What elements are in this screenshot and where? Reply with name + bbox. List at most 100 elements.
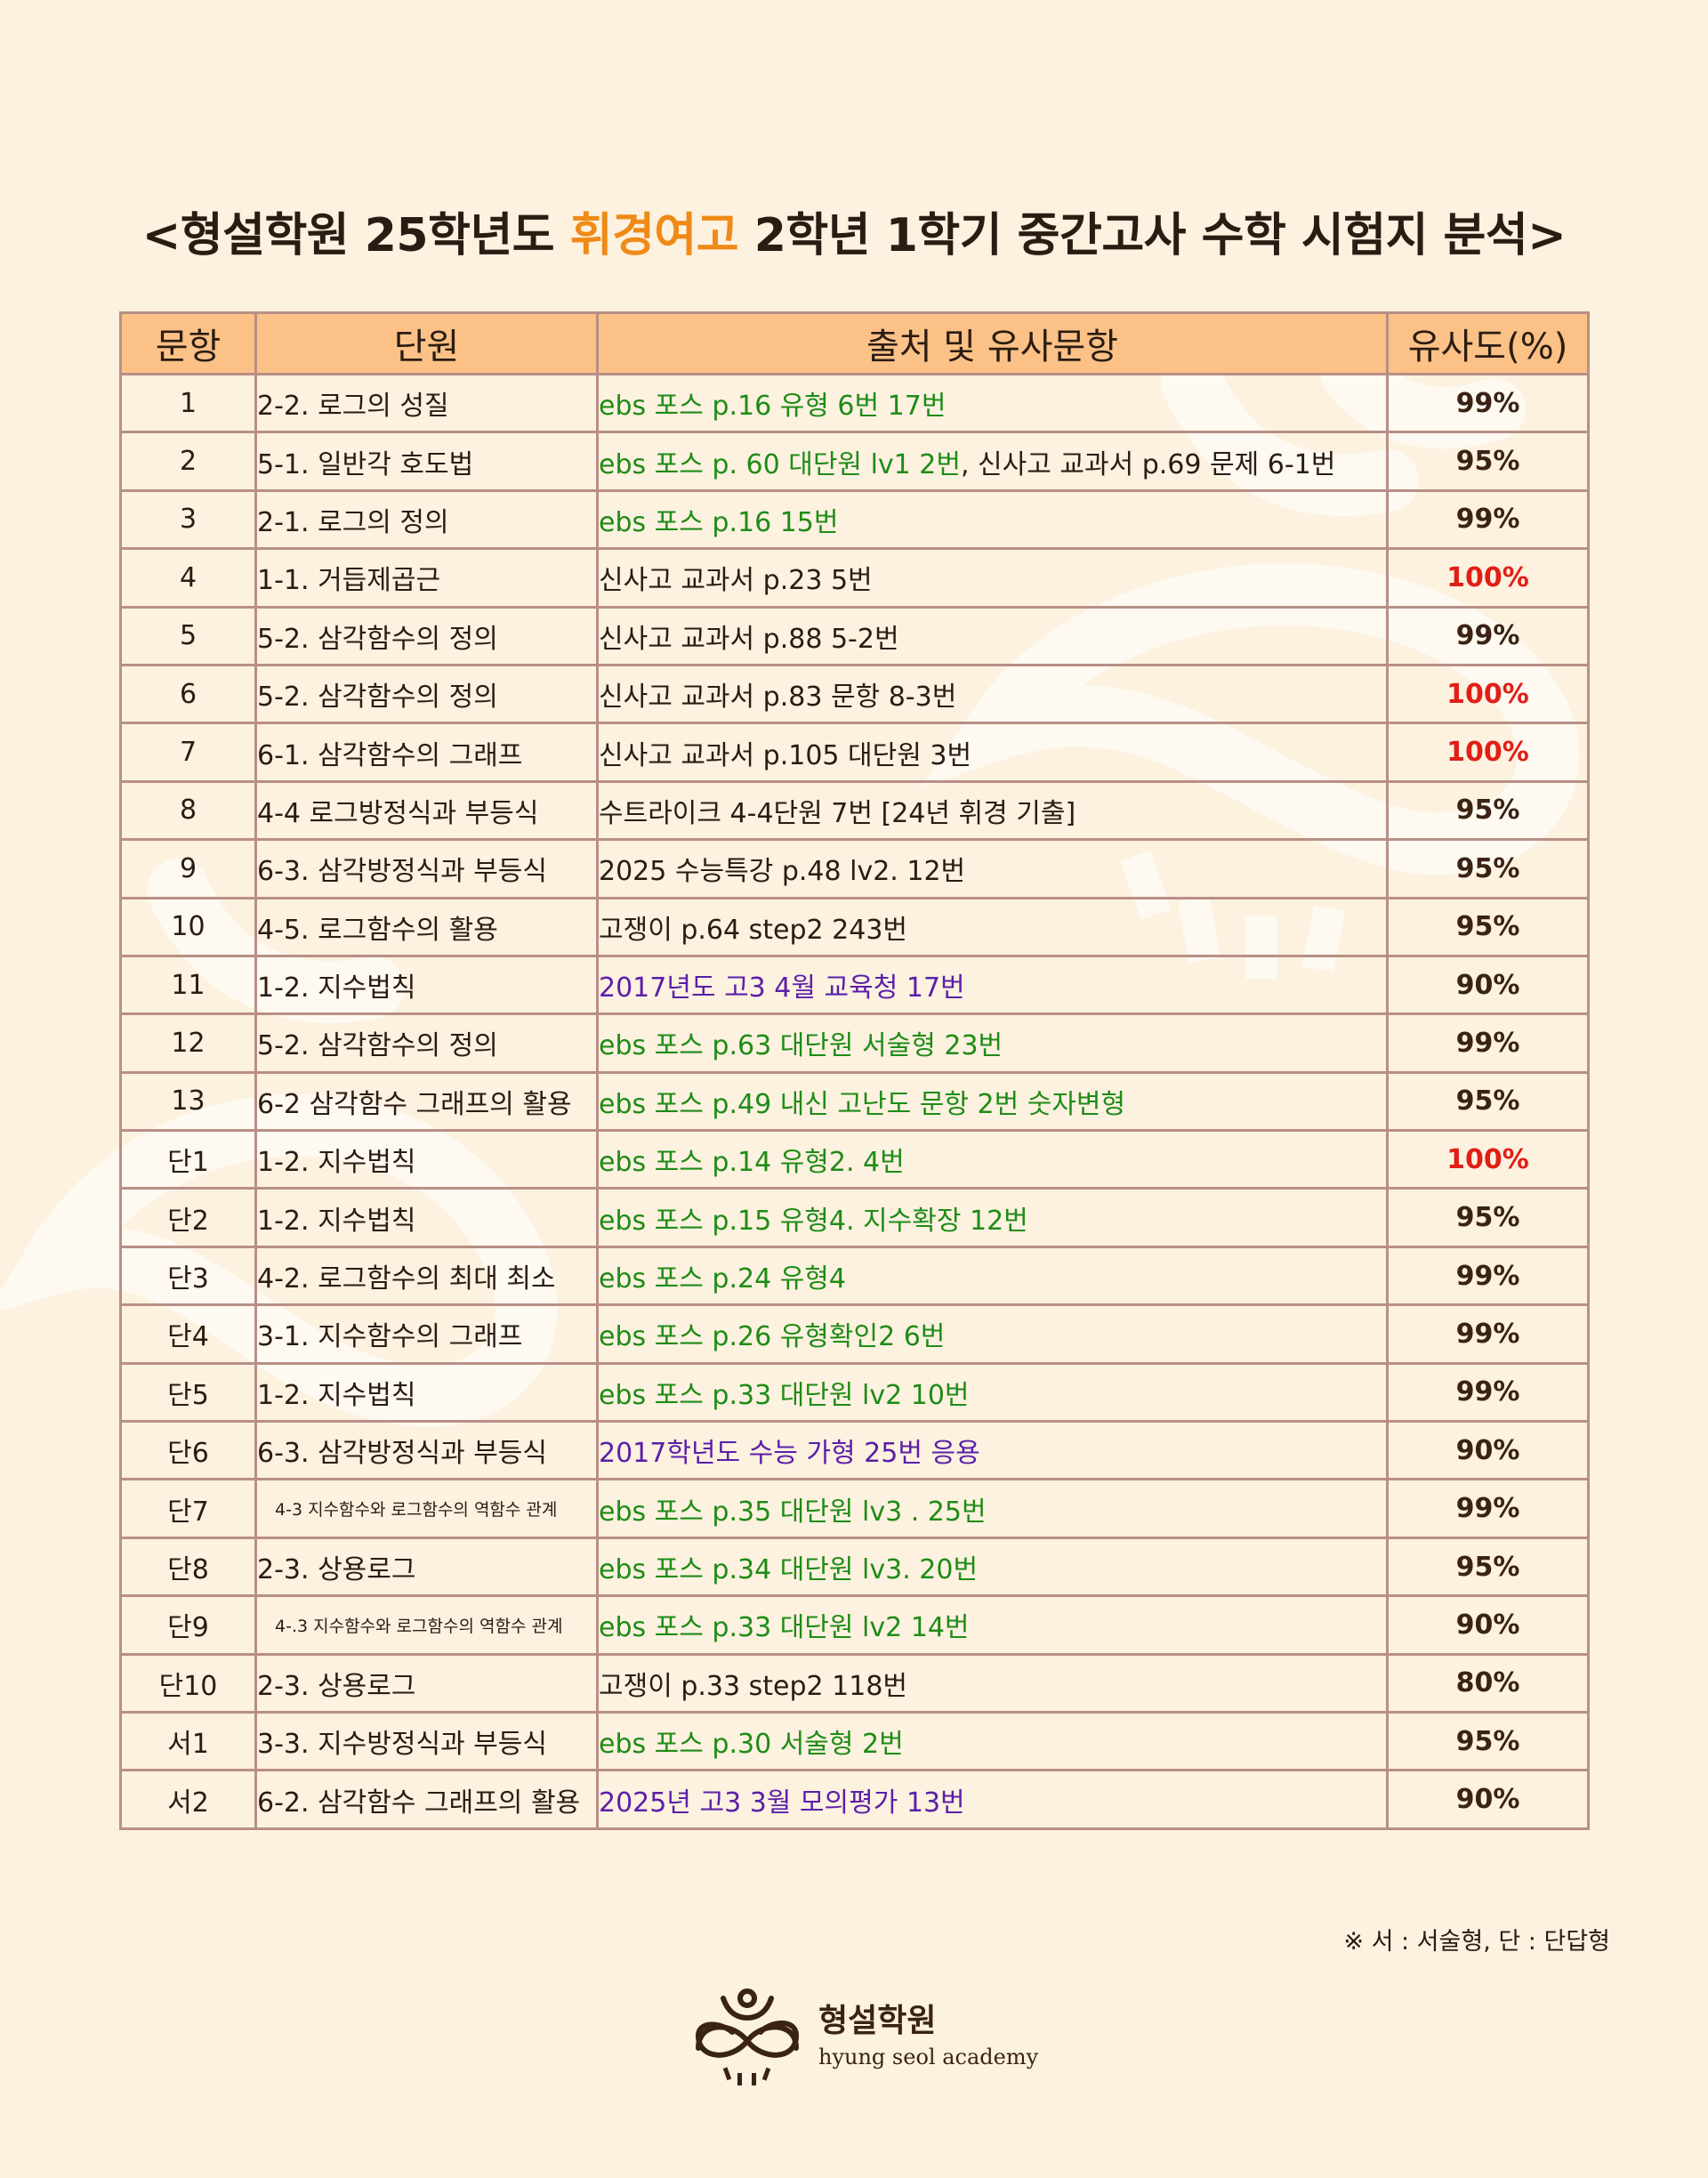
similarity-cell: 90% (1386, 954, 1590, 1016)
source-cell: 2025년 고3 3월 모의평가 13번 (596, 1769, 1389, 1830)
question-number: 단4 (119, 1303, 257, 1365)
header-source: 출처 및 유사문항 (596, 311, 1389, 375)
similarity-cell: 95% (1386, 1187, 1590, 1248)
analysis-table: 문항 단원 출처 및 유사문항 유사도(%) 1 2-2. 로그의 성질 ebs 포… (119, 311, 1590, 1830)
table-row: 11 1-2. 지수법칙 2017년도 고3 4월 교육청 17번 90% (119, 954, 1590, 1016)
unit-cell: 1-2. 지수법칙 (254, 1129, 599, 1190)
academy-logo: 형설학원 hyung seol academy (689, 1986, 1045, 2093)
source-text: 신사고 교과서 p.88 5-2번 (599, 623, 899, 655)
source-text: 2017학년도 수능 가형 25번 응용 (599, 1438, 980, 1470)
source-text: 신사고 교과서 p.23 5번 (599, 565, 873, 597)
unit-cell: 4-2. 로그함수의 최대 최소 (254, 1245, 599, 1307)
similarity-cell: 95% (1386, 779, 1590, 842)
source-text: 2017년도 고3 4월 교육청 17번 (599, 972, 965, 1004)
source-cell: ebs 포스 p.49 내신 고난도 문항 2번 숫자변형 (596, 1070, 1389, 1133)
question-number: 단1 (119, 1129, 257, 1190)
header-similarity: 유사도(%) (1386, 311, 1590, 375)
similarity-cell: 95% (1386, 1070, 1590, 1133)
question-number: 3 (119, 488, 257, 551)
similarity-cell: 100% (1386, 663, 1590, 725)
similarity-cell: 99% (1386, 1012, 1590, 1074)
question-number: 7 (119, 722, 257, 783)
header-question: 문항 (119, 311, 257, 375)
unit-cell: 4-4 로그방정식과 부등식 (254, 779, 599, 842)
academy-subtitle: hyung seol academy (818, 2045, 1039, 2069)
source-cell: 신사고 교과서 p.88 5-2번 (596, 605, 1389, 666)
question-number: 단10 (119, 1652, 257, 1714)
table-row: 6 5-2. 삼각함수의 정의 신사고 교과서 p.83 문항 8-3번 100% (119, 663, 1590, 725)
question-number: 단9 (119, 1594, 257, 1656)
unit-cell: 1-2. 지수법칙 (254, 1361, 599, 1424)
source-cell: ebs 포스 p.33 대단원 lv2 10번 (596, 1361, 1389, 1424)
table-row: 단10 2-3. 상용로그 고쟁이 p.33 step2 118번 80% (119, 1652, 1590, 1714)
source-text: ebs 포스 p.14 유형2. 4번 (599, 1147, 905, 1179)
title-school-highlight: 휘경여고 (569, 209, 739, 262)
source-cell: ebs 포스 p.14 유형2. 4번 (596, 1129, 1389, 1190)
question-number: 6 (119, 663, 257, 725)
source-cell: 2017학년도 수능 가형 25번 응용 (596, 1420, 1389, 1481)
source-text: ebs 포스 p.16 유형 6번 17번 (599, 391, 947, 423)
unit-cell: 5-2. 삼각함수의 정의 (254, 1012, 599, 1074)
question-number: 단3 (119, 1245, 257, 1307)
table-row: 3 2-1. 로그의 정의 ebs 포스 p.16 15번 99% (119, 488, 1590, 551)
source-text: ebs 포스 p.24 유형4 (599, 1263, 846, 1295)
similarity-cell: 90% (1386, 1769, 1590, 1830)
unit-cell: 2-1. 로그의 정의 (254, 488, 599, 551)
table-body: 1 2-2. 로그의 성질 ebs 포스 p.16 유형 6번 17번 99% 2 5-1… (119, 372, 1590, 1830)
question-number: 단5 (119, 1361, 257, 1424)
table-row: 7 6-1. 삼각함수의 그래프 신사고 교과서 p.105 대단원 3번 100% (119, 722, 1590, 783)
source-text: ebs 포스 p.33 대단원 lv2 10번 (599, 1379, 970, 1411)
source-cell: ebs 포스 p.35 대단원 lv3 . 25번 (596, 1478, 1389, 1539)
footnote: ※ 서 : 서술형, 단 : 단답형 (1343, 1928, 1610, 1956)
question-number: 4 (119, 547, 257, 609)
question-number: 5 (119, 605, 257, 666)
similarity-cell: 95% (1386, 431, 1590, 492)
title-suffix: 2학년 1학기 중간고사 수학 시험지 분석> (738, 209, 1567, 262)
unit-cell: 4-5. 로그함수의 활용 (254, 896, 599, 957)
unit-cell: 6-1. 삼각함수의 그래프 (254, 722, 599, 783)
table-row: 단6 6-3. 삼각방정식과 부등식 2017학년도 수능 가형 25번 응용 90% (119, 1420, 1590, 1481)
table-row: 단8 2-3. 상용로그 ebs 포스 p.34 대단원 lv3. 20번 95% (119, 1536, 1590, 1598)
similarity-cell: 99% (1386, 1303, 1590, 1365)
source-text: ebs 포스 p.33 대단원 lv2 14번 (599, 1612, 970, 1644)
table-header-row: 문항 단원 출처 및 유사문항 유사도(%) (119, 311, 1590, 375)
source-text: ebs 포스 p. 60 대단원 lv1 2번 (599, 448, 961, 480)
unit-cell: 4-.3 지수함수와 로그함수의 역함수 관계 (254, 1594, 599, 1656)
unit-cell: 1-2. 지수법칙 (254, 1187, 599, 1248)
source-cell: 고쟁이 p.33 step2 118번 (596, 1652, 1389, 1714)
table-row: 8 4-4 로그방정식과 부등식 수트라이크 4-4단원 7번 [24년 휘경 기출… (119, 779, 1590, 842)
source-text: ebs 포스 p.34 대단원 lv3. 20번 (599, 1554, 979, 1585)
similarity-cell: 100% (1386, 722, 1590, 783)
table-row: 단7 4-3 지수함수와 로그함수의 역함수 관계 ebs 포스 p.35 대단원 … (119, 1478, 1590, 1539)
source-cell: ebs 포스 p.26 유형확인2 6번 (596, 1303, 1389, 1365)
source-cell: ebs 포스 p.15 유형4. 지수확장 12번 (596, 1187, 1389, 1248)
question-number: 단8 (119, 1536, 257, 1598)
similarity-cell: 95% (1386, 1710, 1590, 1772)
similarity-cell: 99% (1386, 1361, 1590, 1424)
source-text: 고쟁이 p.33 step2 118번 (599, 1670, 908, 1702)
question-number: 단6 (119, 1420, 257, 1481)
unit-cell: 3-1. 지수함수의 그래프 (254, 1303, 599, 1365)
source-text: ebs 포스 p.30 서술형 2번 (599, 1729, 904, 1761)
table-row: 9 6-3. 삼각방정식과 부등식 2025 수능특강 p.48 lv2. 12번 9… (119, 838, 1590, 899)
unit-cell: 6-3. 삼각방정식과 부등식 (254, 838, 599, 899)
table-row: 단3 4-2. 로그함수의 최대 최소 ebs 포스 p.24 유형4 99% (119, 1245, 1590, 1307)
similarity-cell: 99% (1386, 1245, 1590, 1307)
table-row: 13 6-2 삼각함수 그래프의 활용 ebs 포스 p.49 내신 고난도 문항 … (119, 1070, 1590, 1133)
table-row: 5 5-2. 삼각함수의 정의 신사고 교과서 p.88 5-2번 99% (119, 605, 1590, 666)
source-cell: 신사고 교과서 p.23 5번 (596, 547, 1389, 609)
table-row: 단4 3-1. 지수함수의 그래프 ebs 포스 p.26 유형확인2 6번 99% (119, 1303, 1590, 1365)
table-row: 단2 1-2. 지수법칙 ebs 포스 p.15 유형4. 지수확장 12번 95% (119, 1187, 1590, 1248)
table-row: 4 1-1. 거듭제곱근 신사고 교과서 p.23 5번 100% (119, 547, 1590, 609)
question-number: 2 (119, 431, 257, 492)
unit-cell: 1-1. 거듭제곱근 (254, 547, 599, 609)
similarity-cell: 100% (1386, 547, 1590, 609)
unit-cell: 5-2. 삼각함수의 정의 (254, 663, 599, 725)
similarity-cell: 80% (1386, 1652, 1590, 1714)
question-number: 11 (119, 954, 257, 1016)
source-cell: ebs 포스 p. 60 대단원 lv1 2번, 신사고 교과서 p.69 문제… (596, 431, 1389, 492)
unit-cell: 6-3. 삼각방정식과 부등식 (254, 1420, 599, 1481)
source-text: 2025년 고3 3월 모의평가 13번 (599, 1787, 965, 1819)
unit-cell: 2-3. 상용로그 (254, 1536, 599, 1598)
header-unit: 단원 (254, 311, 599, 375)
